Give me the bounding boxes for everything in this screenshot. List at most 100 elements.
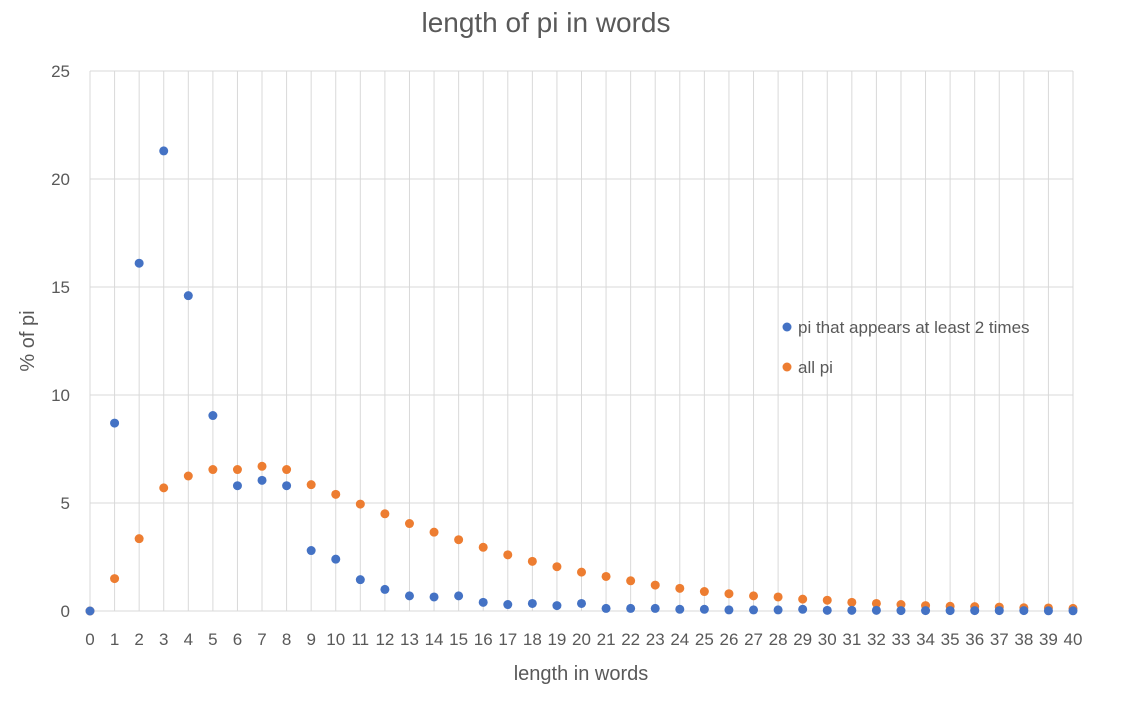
x-tick-label: 32 <box>867 630 886 649</box>
x-tick-label: 10 <box>326 630 345 649</box>
series-2-point <box>699 587 709 597</box>
x-tick-label: 21 <box>597 630 616 649</box>
chart-title: length of pi in words <box>421 7 670 38</box>
series-1-point <box>355 575 365 585</box>
x-tick-label: 17 <box>498 630 517 649</box>
series-1-point <box>331 554 341 564</box>
x-tick-label: 9 <box>306 630 315 649</box>
series-1-point <box>404 591 414 601</box>
series-1-point <box>85 606 95 616</box>
series-1-point <box>282 481 292 491</box>
x-tick-label: 14 <box>425 630 444 649</box>
data-points <box>85 146 1078 616</box>
x-tick-label: 40 <box>1064 630 1083 649</box>
x-tick-label: 15 <box>449 630 468 649</box>
series-2-point <box>183 471 193 481</box>
series-1-point <box>208 411 218 421</box>
series-2-point <box>306 480 316 490</box>
series-1-point <box>110 418 120 428</box>
series-1-point <box>994 606 1004 616</box>
series-1-point <box>1043 606 1053 616</box>
series-2-point <box>429 527 439 537</box>
legend-label-series-2: all pi <box>798 358 833 377</box>
series-1-point <box>871 605 881 615</box>
x-tick-label: 3 <box>159 630 168 649</box>
legend-marker-series-1 <box>782 322 792 332</box>
series-1-point <box>945 606 955 616</box>
x-tick-label: 20 <box>572 630 591 649</box>
series-2-point <box>527 556 537 566</box>
x-tick-label: 19 <box>547 630 566 649</box>
x-tick-label: 5 <box>208 630 217 649</box>
x-tick-label: 26 <box>719 630 738 649</box>
y-tick-label: 25 <box>51 62 70 81</box>
x-tick-label: 35 <box>941 630 960 649</box>
series-2-point <box>675 583 685 593</box>
series-2-point <box>331 489 341 499</box>
x-tick-label: 2 <box>134 630 143 649</box>
x-tick-label: 36 <box>965 630 984 649</box>
legend: pi that appears at least 2 times all pi <box>782 318 1030 377</box>
series-2-point <box>134 534 144 544</box>
series-2-point <box>650 580 660 590</box>
series-1-point <box>798 604 808 614</box>
series-1-point <box>626 603 636 613</box>
series-2-point <box>798 594 808 604</box>
x-tick-label: 29 <box>793 630 812 649</box>
x-tick-label: 7 <box>257 630 266 649</box>
x-tick-label: 23 <box>646 630 665 649</box>
series-2-point <box>577 567 586 577</box>
x-tick-label: 0 <box>85 630 94 649</box>
x-tick-label: 22 <box>621 630 640 649</box>
series-2-point <box>257 461 267 471</box>
x-tick-label: 12 <box>375 630 394 649</box>
x-tick-label: 38 <box>1014 630 1033 649</box>
x-axis-label: length in words <box>514 663 649 685</box>
series-1-point <box>380 584 390 594</box>
x-tick-label: 25 <box>695 630 714 649</box>
series-1-point <box>1019 606 1029 616</box>
x-tick-label: 24 <box>670 630 689 649</box>
series-2-point <box>282 465 292 475</box>
x-tick-label: 39 <box>1039 630 1058 649</box>
x-tick-label: 4 <box>184 630 193 649</box>
series-2-point <box>208 465 218 475</box>
series-1-point <box>503 600 513 610</box>
series-1-point <box>749 605 759 615</box>
series-1-point <box>675 604 685 614</box>
x-tick-label: 16 <box>474 630 493 649</box>
series-2-point <box>749 591 759 601</box>
x-tick-label: 34 <box>916 630 935 649</box>
grid-lines <box>89 70 1074 612</box>
x-tick-label: 1 <box>110 630 119 649</box>
series-1-point <box>257 475 267 485</box>
series-1-point <box>429 592 439 602</box>
series-1-point <box>896 606 906 616</box>
series-1-point <box>921 606 931 616</box>
y-tick-labels: 0 5 10 15 20 25 <box>51 62 70 621</box>
series-1-point <box>724 605 734 615</box>
y-tick-label: 10 <box>51 386 70 405</box>
series-1-point <box>650 603 660 613</box>
y-tick-label: 20 <box>51 170 70 189</box>
series-2-point <box>404 519 414 529</box>
series-2-point <box>822 595 832 605</box>
series-1-point <box>159 146 169 156</box>
series-1-point <box>478 597 488 607</box>
series-2-point <box>478 542 488 552</box>
series-1-point <box>847 605 857 615</box>
x-tick-label: 6 <box>233 630 242 649</box>
series-1-point <box>577 598 586 608</box>
series-1-point <box>822 605 832 615</box>
series-2-point <box>110 574 120 584</box>
series-2-point <box>454 535 464 545</box>
y-axis-label: % of pi <box>17 310 39 371</box>
series-2-point <box>159 483 169 493</box>
series-1-point <box>183 291 193 301</box>
series-1-point <box>699 604 709 614</box>
x-tick-label: 28 <box>769 630 788 649</box>
x-tick-label: 13 <box>400 630 419 649</box>
x-tick-label: 37 <box>990 630 1009 649</box>
series-2-point <box>847 597 857 607</box>
series-2-point <box>601 571 611 581</box>
